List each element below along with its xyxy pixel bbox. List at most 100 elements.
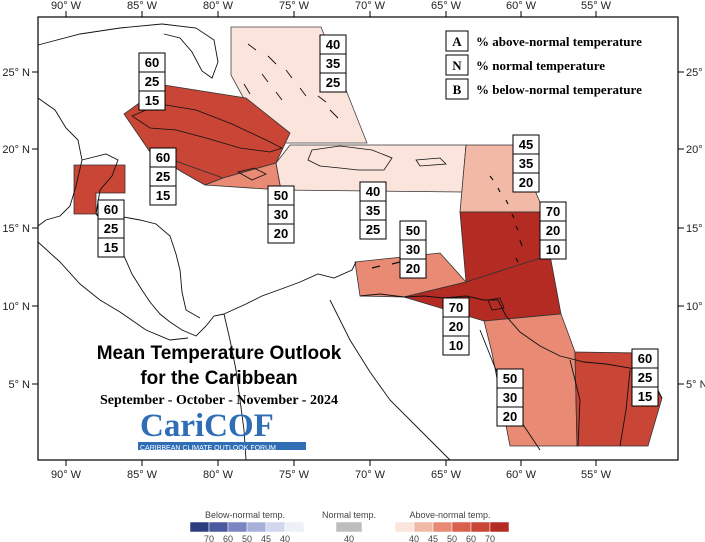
lon-label-bottom: 85° W <box>127 469 158 481</box>
above-scale-tick: 70 <box>485 534 495 542</box>
below-scale-swatch <box>265 521 286 533</box>
graticule: 90° W 90° W 85° W 85° W 80° W 80° W 75° W 75° W… <box>2 0 705 481</box>
prob-value-suriname-N: 25 <box>638 370 652 385</box>
color-scale: Below-normal temp. 70 60 50 45 40 Normal temp.… <box>189 510 510 542</box>
lat-label-left: 25° N <box>2 67 30 79</box>
title-line-1: Mean Temperature Outlook <box>97 343 342 364</box>
below-scale-swatch <box>227 521 248 533</box>
coastlines <box>37 23 663 461</box>
prob-value-belize-N: 25 <box>104 221 118 236</box>
prob-box-hispaniola-B <box>359 219 387 240</box>
region-belize <box>73 164 126 215</box>
lon-label-top: 80° W <box>203 0 234 12</box>
legend-key-text: % below-normal temperature <box>476 82 642 97</box>
prob-box-jamaica-B <box>267 223 295 244</box>
legend-key-letter: A <box>452 34 462 49</box>
title-line-3: September - October - November - 2024 <box>100 393 338 408</box>
prob-value-windward-B: 10 <box>546 242 560 257</box>
below-scale-swatch <box>208 521 229 533</box>
prob-value-cuba-A: 60 <box>145 55 159 70</box>
prob-value-hispaniola-A: 40 <box>366 184 380 199</box>
lon-label-bottom: 90° W <box>51 469 82 481</box>
below-scale-swatch <box>246 521 267 533</box>
lon-label-bottom: 75° W <box>279 469 310 481</box>
above-scale-tick: 45 <box>428 534 438 542</box>
caricof-logo: CariCOF CARIBBEAN CLIMATE OUTLOOK FORUM <box>138 408 306 452</box>
normal-scale-swatch <box>335 521 363 533</box>
above-scale-swatch <box>432 521 453 533</box>
prob-box-bahamas-B <box>319 72 347 93</box>
lat-label-left: 20° N <box>2 144 30 156</box>
above-scale-swatch <box>451 521 472 533</box>
prob-box-windward-B <box>539 239 567 260</box>
below-scale-tick: 40 <box>280 534 290 542</box>
below-scale-swatch <box>189 521 210 533</box>
prob-value-cayman-B: 15 <box>156 188 170 203</box>
prob-box-trinidad-B <box>442 335 470 356</box>
prob-value-cayman-A: 60 <box>156 150 170 165</box>
lat-label-right: 5° N <box>686 379 705 391</box>
below-scale-label: Below-normal temp. <box>205 510 285 520</box>
lon-label-top: 65° W <box>431 0 462 12</box>
lon-label-top: 75° W <box>279 0 310 12</box>
prob-value-bahamas-N: 35 <box>326 56 340 71</box>
lon-label-bottom: 65° W <box>431 469 462 481</box>
prob-value-trinidad-N: 20 <box>449 319 463 334</box>
prob-value-trinidad-A: 70 <box>449 300 463 315</box>
prob-box-cuba-B <box>138 90 166 111</box>
prob-value-bahamas-B: 25 <box>326 75 340 90</box>
prob-value-leeward-N: 35 <box>519 156 533 171</box>
above-scale-swatch <box>470 521 491 533</box>
legend-key-text: % normal temperature <box>476 58 605 73</box>
below-scale-tick: 60 <box>223 534 233 542</box>
prob-value-belize-A: 60 <box>104 202 118 217</box>
prob-value-hispaniola-N: 35 <box>366 203 380 218</box>
legend-key-text: % above-normal temperature <box>476 34 642 49</box>
prob-box-abc-B <box>399 258 427 279</box>
prob-value-suriname-B: 15 <box>638 389 652 404</box>
prob-value-jamaica-B: 20 <box>274 226 288 241</box>
normal-scale-tick: 40 <box>344 534 354 542</box>
prob-value-guyana-B: 20 <box>503 409 517 424</box>
lat-label-left: 10° N <box>2 301 30 313</box>
above-scale-swatch <box>489 521 510 533</box>
logo-subtitle: CARIBBEAN CLIMATE OUTLOOK FORUM <box>140 445 276 452</box>
lat-label-right: 10° N <box>686 301 705 313</box>
prob-value-abc-B: 20 <box>406 261 420 276</box>
prob-box-leeward-B <box>512 172 540 193</box>
below-scale-tick: 70 <box>204 534 214 542</box>
above-scale-swatch <box>413 521 434 533</box>
lon-label-top: 70° W <box>355 0 386 12</box>
prob-value-belize-B: 15 <box>104 240 118 255</box>
legend-key-letter: N <box>452 58 462 73</box>
logo-wordmark: CariCOF <box>140 408 274 444</box>
lat-label-left: 5° N <box>8 379 30 391</box>
lat-label-right: 20° N <box>686 144 705 156</box>
legend-key-box <box>445 30 469 52</box>
lat-label-right: 15° N <box>686 223 705 235</box>
logo-band <box>138 442 306 450</box>
lon-label-top: 60° W <box>506 0 537 12</box>
prob-value-suriname-A: 60 <box>638 351 652 366</box>
legend-key-box <box>445 78 469 100</box>
probability-boxes: 40 35 25 60 25 15 60 25 15 60 25 15 50 30 20 40 35 25 45 35… <box>97 34 659 427</box>
prob-value-guyana-A: 50 <box>503 371 517 386</box>
above-scale-swatch <box>394 521 415 533</box>
below-scale-tick: 45 <box>261 534 271 542</box>
legend-key: A % above-normal temperature N % normal tem… <box>445 30 642 100</box>
prob-value-abc-A: 50 <box>406 223 420 238</box>
prob-value-cuba-B: 15 <box>145 93 159 108</box>
lon-label-top: 85° W <box>127 0 158 12</box>
lon-label-bottom: 70° W <box>355 469 386 481</box>
legend-key-letter: B <box>453 82 462 97</box>
lon-label-bottom: 60° W <box>506 469 537 481</box>
above-scale-tick: 50 <box>447 534 457 542</box>
prob-value-jamaica-N: 30 <box>274 207 288 222</box>
prob-box-belize-B <box>97 237 125 258</box>
lon-label-top: 55° W <box>581 0 612 12</box>
prob-value-leeward-B: 20 <box>519 175 533 190</box>
lat-label-left: 15° N <box>2 223 30 235</box>
below-scale-swatch <box>284 521 305 533</box>
lon-label-bottom: 80° W <box>203 469 234 481</box>
